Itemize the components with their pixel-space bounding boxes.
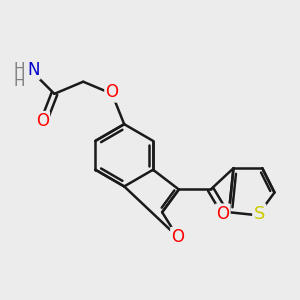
Text: S: S (254, 205, 265, 223)
Text: H: H (14, 74, 25, 89)
Text: O: O (36, 112, 49, 130)
Text: H: H (14, 62, 25, 77)
Text: N: N (27, 61, 39, 79)
Text: O: O (171, 228, 184, 246)
Text: O: O (106, 83, 118, 101)
Text: O: O (216, 205, 230, 223)
